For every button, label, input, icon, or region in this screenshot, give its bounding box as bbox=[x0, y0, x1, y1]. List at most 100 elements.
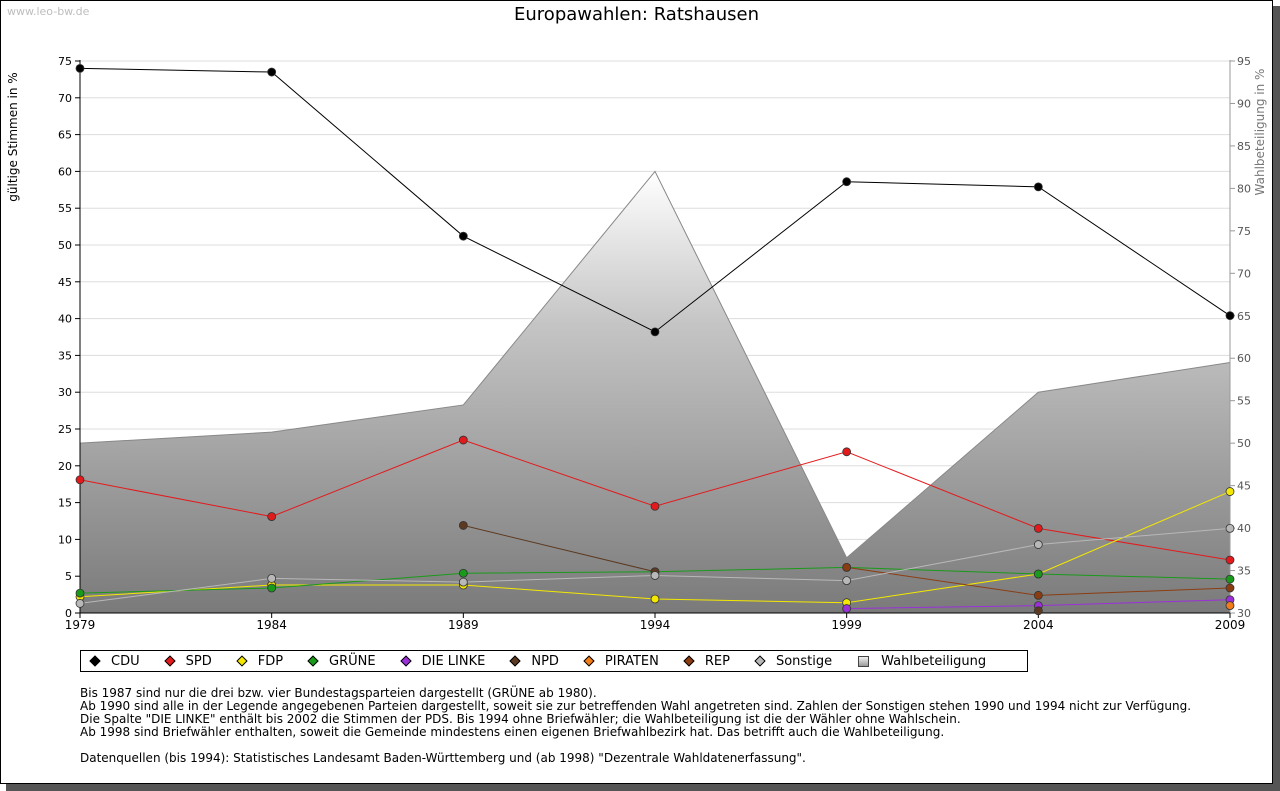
data-point-npd bbox=[458, 521, 468, 530]
y-tick-label: 75 bbox=[58, 55, 72, 68]
data-point-fdp bbox=[650, 594, 660, 604]
sources-line: Datenquellen (bis 1994): Statistisches L… bbox=[80, 751, 806, 765]
legend-label: PIRATEN bbox=[604, 653, 659, 669]
y2-tick-label: 85 bbox=[1237, 140, 1251, 153]
x-tick-label: 1979 bbox=[65, 618, 96, 632]
legend-marker bbox=[163, 655, 176, 667]
data-point-cdu bbox=[75, 63, 85, 73]
y-tick-label: 55 bbox=[58, 202, 72, 215]
x-tick-label: 2009 bbox=[1215, 618, 1246, 632]
y-tick-label: 45 bbox=[58, 276, 72, 289]
y2-tick-label: 55 bbox=[1237, 395, 1251, 408]
data-point-sonstige bbox=[75, 599, 85, 608]
y-tick-label: 0 bbox=[65, 607, 72, 620]
legend-item: Sonstige bbox=[754, 653, 833, 669]
legend-label: NPD bbox=[531, 653, 559, 669]
data-point-spd bbox=[842, 447, 852, 457]
series-line-npd bbox=[463, 524, 656, 573]
chart-title: Europawahlen: Ratshausen bbox=[514, 4, 759, 25]
data-point-spd bbox=[650, 501, 660, 511]
y2-axis-title: Wahlbeteiligung in % bbox=[1253, 69, 1267, 196]
turnout-area bbox=[80, 171, 1230, 613]
data-point-sonstige bbox=[458, 577, 468, 587]
y-tick-label: 40 bbox=[58, 313, 72, 326]
data-point-fdp bbox=[1225, 487, 1235, 496]
y-tick-label: 50 bbox=[58, 239, 72, 252]
legend-item: Wahlbeteiligung bbox=[858, 654, 986, 669]
turnout-line bbox=[79, 170, 1231, 559]
legend-marker bbox=[754, 655, 766, 667]
y-tick-label: 25 bbox=[58, 423, 72, 436]
legend-item: FDP bbox=[236, 653, 284, 669]
legend-item: REP bbox=[683, 653, 730, 669]
note-line: Bis 1987 sind nur die drei bzw. vier Bun… bbox=[80, 686, 597, 700]
legend-marker bbox=[509, 655, 522, 667]
y2-tick-label: 90 bbox=[1237, 97, 1251, 110]
data-point-cdu bbox=[1033, 182, 1043, 192]
legend-item: SPD bbox=[163, 653, 212, 669]
data-point-die-linke bbox=[842, 604, 852, 613]
note-line: Ab 1990 sind alle in der Legende angegeb… bbox=[80, 699, 1192, 713]
y2-tick-label: 60 bbox=[1237, 352, 1251, 365]
y2-tick-label: 30 bbox=[1237, 607, 1251, 620]
legend-label: REP bbox=[704, 653, 730, 669]
legend-label: Wahlbeteiligung bbox=[881, 653, 987, 669]
data-point-spd bbox=[75, 475, 85, 485]
legend-label: SPD bbox=[185, 653, 212, 669]
data-point-sonstige bbox=[1033, 540, 1043, 549]
x-tick-label: 1984 bbox=[256, 618, 287, 632]
legend-marker bbox=[399, 655, 412, 667]
legend-label: CDU bbox=[111, 653, 140, 669]
data-point-spd bbox=[1033, 523, 1043, 533]
note-line: Die Spalte "DIE LINKE" enthält bis 2002 … bbox=[80, 712, 961, 726]
data-point-cdu bbox=[267, 67, 277, 77]
watermark: www.leo-bw.de bbox=[7, 5, 90, 18]
y2-tick-label: 35 bbox=[1237, 565, 1251, 578]
data-point-gr-ne bbox=[458, 568, 468, 578]
data-point-spd bbox=[1225, 555, 1235, 565]
x-tick-label: 2004 bbox=[1023, 618, 1054, 632]
y-tick-label: 20 bbox=[58, 460, 72, 473]
y-tick-label: 35 bbox=[58, 349, 72, 362]
data-point-spd bbox=[267, 512, 277, 521]
data-point-cdu bbox=[458, 231, 468, 241]
data-point-rep bbox=[842, 562, 852, 572]
chart-legend: CDU SPD FDP GRÜNE DIE LINKE NPD PIRATEN REP Sons… bbox=[80, 650, 1028, 672]
y2-tick-label: 80 bbox=[1237, 182, 1251, 195]
y-axis-title: gültige Stimmen in % bbox=[6, 72, 20, 201]
legend-marker bbox=[89, 655, 101, 667]
chart-plot: 0 5 10 15 20 25 30 35 40 45 50 55 60 65 70 75 30 35 40 45 50… bbox=[6, 55, 1267, 632]
data-point-rep bbox=[1225, 583, 1235, 593]
legend-item: PIRATEN bbox=[583, 653, 659, 669]
legend-marker bbox=[236, 655, 248, 667]
data-point-gr-ne bbox=[75, 588, 85, 598]
legend-label: FDP bbox=[257, 653, 284, 669]
y2-tick-label: 95 bbox=[1237, 55, 1251, 68]
data-point-gr-ne bbox=[1225, 574, 1235, 584]
legend-item: GRÜNE bbox=[307, 653, 376, 669]
x-tick-label: 1994 bbox=[640, 618, 671, 632]
x-tick-label: 1999 bbox=[831, 618, 862, 632]
legend-marker bbox=[307, 655, 319, 667]
legend-marker bbox=[583, 655, 595, 667]
legend-item: CDU bbox=[89, 653, 140, 669]
data-point-sonstige bbox=[267, 574, 277, 583]
y2-tick-label: 40 bbox=[1237, 522, 1251, 535]
data-point-npd bbox=[1033, 606, 1043, 616]
legend-label: Sonstige bbox=[775, 653, 833, 669]
notes: Bis 1987 sind nur die drei bzw. vier Bun… bbox=[80, 687, 1260, 765]
legend-marker bbox=[683, 655, 695, 667]
y2-tick-label: 50 bbox=[1237, 437, 1251, 450]
legend-label: GRÜNE bbox=[329, 653, 376, 669]
y-tick-label: 15 bbox=[58, 497, 72, 510]
x-tick-label: 1989 bbox=[448, 618, 479, 632]
y2-tick-label: 70 bbox=[1237, 267, 1251, 280]
y2-tick-label: 75 bbox=[1237, 225, 1251, 238]
data-point-cdu bbox=[842, 177, 852, 187]
y-tick-label: 60 bbox=[58, 165, 72, 178]
y-tick-label: 30 bbox=[58, 386, 72, 399]
data-point-rep bbox=[1033, 590, 1043, 600]
frame-shadow bbox=[1273, 6, 1280, 791]
data-point-piraten bbox=[1225, 601, 1235, 611]
y2-tick-label: 45 bbox=[1237, 480, 1251, 493]
